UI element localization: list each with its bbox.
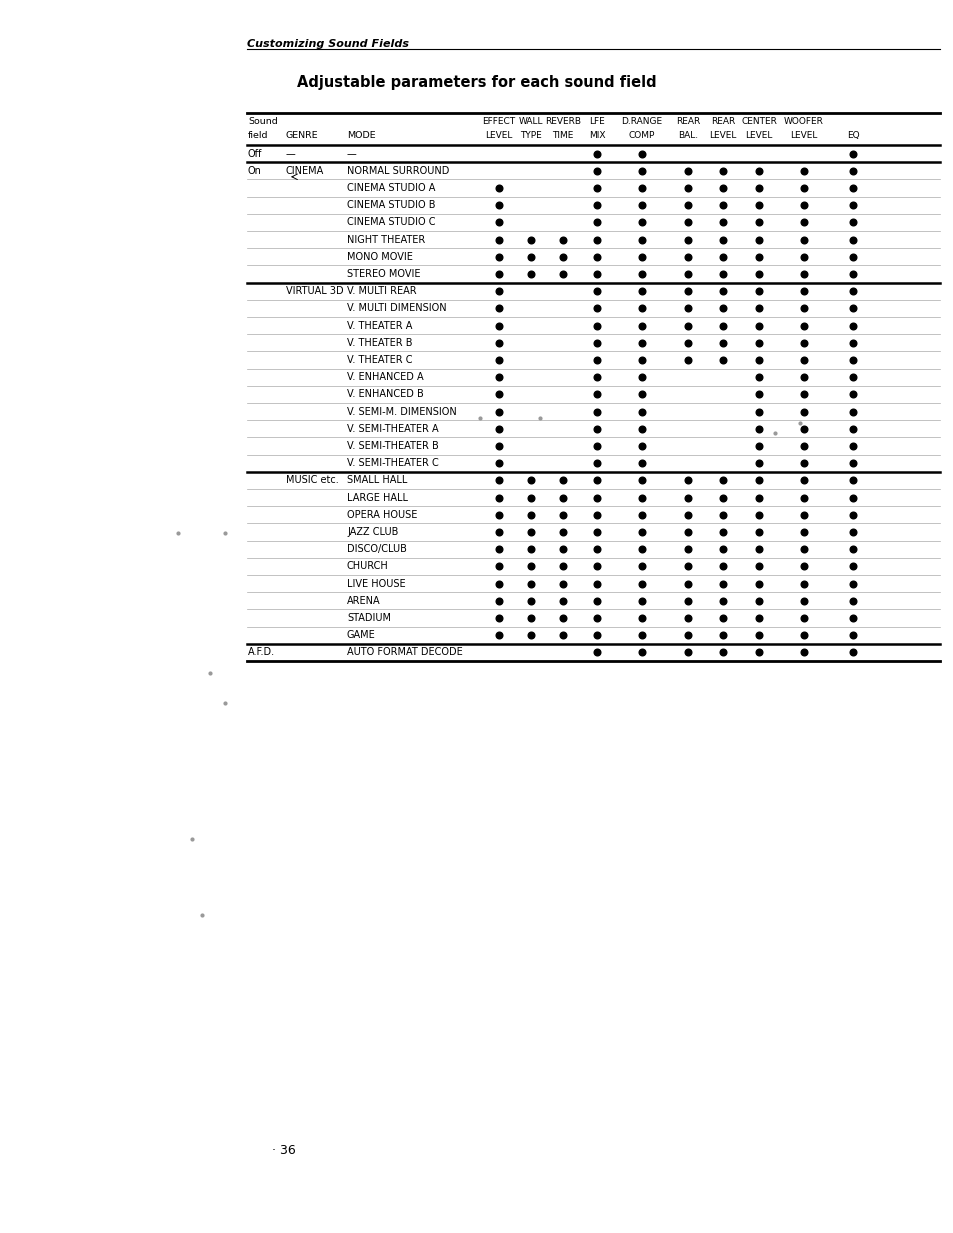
Text: MODE: MODE	[347, 131, 375, 141]
Text: REVERB: REVERB	[544, 117, 580, 126]
Text: Off: Off	[248, 149, 262, 159]
Text: LEVEL: LEVEL	[709, 131, 736, 141]
Text: V. SEMI-THEATER A: V. SEMI-THEATER A	[347, 424, 438, 434]
Text: DISCO/CLUB: DISCO/CLUB	[347, 544, 406, 554]
Text: WALL: WALL	[518, 117, 542, 126]
Text: EFFECT: EFFECT	[482, 117, 515, 126]
Text: V. MULTI DIMENSION: V. MULTI DIMENSION	[347, 303, 446, 313]
Text: Customizing Sound Fields: Customizing Sound Fields	[247, 39, 409, 49]
Text: NORMAL SURROUND: NORMAL SURROUND	[347, 165, 449, 176]
Text: REAR: REAR	[710, 117, 735, 126]
Text: CHURCH: CHURCH	[347, 561, 388, 571]
Text: MUSIC etc.: MUSIC etc.	[286, 476, 338, 486]
Text: D.RANGE: D.RANGE	[620, 117, 662, 126]
Text: JAZZ CLUB: JAZZ CLUB	[347, 526, 398, 538]
Text: TYPE: TYPE	[519, 131, 541, 141]
Text: V. SEMI-THEATER C: V. SEMI-THEATER C	[347, 459, 438, 469]
Text: MONO MOVIE: MONO MOVIE	[347, 252, 413, 261]
Text: CINEMA: CINEMA	[286, 165, 324, 176]
Text: AUTO FORMAT DECODE: AUTO FORMAT DECODE	[347, 647, 462, 657]
Text: Adjustable parameters for each sound field: Adjustable parameters for each sound fie…	[297, 75, 656, 90]
Text: CINEMA STUDIO C: CINEMA STUDIO C	[347, 217, 435, 227]
Text: Sound: Sound	[248, 117, 277, 126]
Text: LEVEL: LEVEL	[485, 131, 512, 141]
Text: field: field	[248, 131, 268, 141]
Text: V. THEATER C: V. THEATER C	[347, 355, 412, 365]
Text: GENRE: GENRE	[286, 131, 318, 141]
Text: · 36: · 36	[272, 1144, 295, 1158]
Text: STADIUM: STADIUM	[347, 613, 391, 623]
Text: V. SEMI-M. DIMENSION: V. SEMI-M. DIMENSION	[347, 407, 456, 417]
Text: BAL.: BAL.	[678, 131, 698, 141]
Text: On: On	[248, 165, 262, 176]
Text: CINEMA STUDIO B: CINEMA STUDIO B	[347, 200, 435, 210]
Text: CENTER: CENTER	[740, 117, 776, 126]
Text: LEVEL: LEVEL	[744, 131, 772, 141]
Text: REAR: REAR	[675, 117, 700, 126]
Text: V. ENHANCED B: V. ENHANCED B	[347, 390, 423, 399]
Text: V. MULTI REAR: V. MULTI REAR	[347, 286, 416, 296]
Text: SMALL HALL: SMALL HALL	[347, 476, 407, 486]
Text: LEVEL: LEVEL	[789, 131, 817, 141]
Text: ARENA: ARENA	[347, 596, 380, 605]
Text: LFE: LFE	[589, 117, 604, 126]
Text: COMP: COMP	[628, 131, 655, 141]
Text: —: —	[347, 149, 356, 159]
Text: GAME: GAME	[347, 630, 375, 640]
Text: —: —	[286, 149, 295, 159]
Text: OPERA HOUSE: OPERA HOUSE	[347, 509, 416, 520]
Text: LIVE HOUSE: LIVE HOUSE	[347, 578, 405, 588]
Text: TIME: TIME	[552, 131, 573, 141]
Text: STEREO MOVIE: STEREO MOVIE	[347, 269, 420, 279]
Text: VIRTUAL 3D: VIRTUAL 3D	[286, 286, 343, 296]
Text: CINEMA STUDIO A: CINEMA STUDIO A	[347, 182, 435, 194]
Text: LARGE HALL: LARGE HALL	[347, 493, 408, 503]
Text: MIX: MIX	[588, 131, 604, 141]
Text: V. SEMI-THEATER B: V. SEMI-THEATER B	[347, 441, 438, 451]
Text: V. THEATER B: V. THEATER B	[347, 338, 412, 348]
Text: EQ: EQ	[846, 131, 859, 141]
Text: A.F.D.: A.F.D.	[248, 647, 274, 657]
Text: WOOFER: WOOFER	[783, 117, 823, 126]
Text: NIGHT THEATER: NIGHT THEATER	[347, 234, 425, 244]
Text: V. THEATER A: V. THEATER A	[347, 321, 412, 330]
Text: V. ENHANCED A: V. ENHANCED A	[347, 372, 423, 382]
